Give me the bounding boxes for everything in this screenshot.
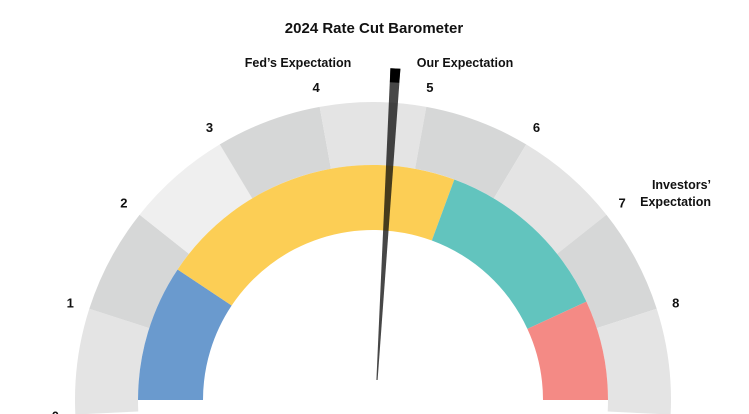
annotation-2-line-1: Expectation [640,195,711,209]
tick-labels: 0 1 2 3 4 5 6 7 8 [52,80,680,414]
outer-band-2 [139,144,253,254]
needle [376,68,401,380]
tick-label-1: 1 [67,296,74,311]
needle-shaft [376,68,401,380]
inner-band-3 [527,301,608,400]
tick-label-3: 3 [206,120,213,135]
outer-band-1 [89,214,189,329]
chart-title: 2024 Rate Cut Barometer [285,20,464,37]
tick-label-7: 7 [618,195,625,210]
annotation-1-line-0: Our Expectation [417,56,514,70]
annotation-0-line-0: Fed’s Expectation [245,56,352,70]
annotations: Fed’s Expectation Our Expectation Investor… [245,56,711,209]
inner-band-2 [431,179,587,329]
outer-ring [75,102,671,414]
tick-label-8: 8 [672,296,679,311]
outer-band-5 [415,106,527,199]
tick-label-6: 6 [533,120,540,135]
outer-band-6 [493,144,607,254]
tick-label-4: 4 [312,80,320,95]
tick-label-0: 0 [52,409,59,414]
outer-band-0 [75,308,150,414]
inner-band-0 [138,269,232,400]
outer-band-7 [557,214,657,329]
annotation-2-line-0: Investors’ [652,178,711,192]
outer-band-8 [596,308,671,414]
outer-band-4 [319,102,427,169]
inner-ring [138,165,608,400]
needle-tip [389,68,401,83]
tick-label-5: 5 [426,80,433,95]
outer-band-3 [219,106,331,199]
tick-label-2: 2 [120,195,127,210]
